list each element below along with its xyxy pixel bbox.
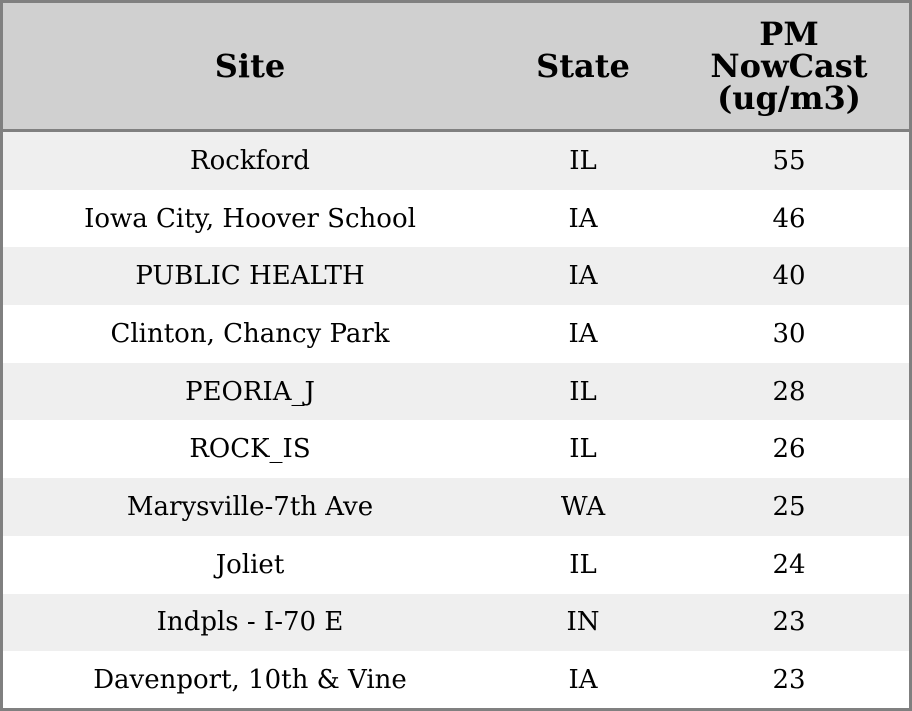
table-row: Davenport, 10th & Vine IA 23 [3,651,909,708]
cell-site: Clinton, Chancy Park [110,318,390,349]
cell-state: IL [569,376,597,407]
cell-pm-nowcast: 24 [772,549,806,580]
cell-pm-nowcast: 55 [772,145,806,176]
table-row: Marysville-7th Ave WA 25 [3,478,909,536]
cell-state: IL [569,145,597,176]
header-pm-line2: NowCast [710,47,868,85]
table-row: Iowa City, Hoover School IA 46 [3,189,909,248]
cell-site: Joliet [215,549,285,580]
cell-state: IA [568,318,598,349]
table-row: Rockford IL 55 [3,132,909,190]
cell-pm-nowcast: 25 [772,491,806,522]
table-header: Site State PM NowCast (ug/m3) [3,3,909,132]
table-body: Rockford IL 55 Iowa City, Hoover School IA 46… [3,132,909,708]
cell-pm-nowcast: 30 [772,318,806,349]
cell-state: IA [568,261,598,292]
cell-site: Rockford [190,145,310,176]
cell-pm-nowcast: 28 [772,376,806,407]
cell-state: IL [569,549,597,580]
cell-state: IN [566,607,600,638]
header-site: Site [214,47,286,85]
header-pm-line1: PM [759,15,819,53]
table-row: PUBLIC HEALTH IA 40 [3,247,909,306]
table-row: Clinton, Chancy Park IA 30 [3,305,909,363]
header-pm-nowcast: PM NowCast (ug/m3) [669,3,909,129]
cell-site: ROCK_IS [189,434,311,465]
table-row: PEORIA_J IL 28 [3,362,909,421]
cell-site: PEORIA_J [185,376,315,407]
cell-site: Davenport, 10th & Vine [93,665,407,696]
cell-state: IA [568,665,598,696]
cell-site: Iowa City, Hoover School [84,203,416,234]
header-state: State [536,47,630,85]
cell-state: IA [568,203,598,234]
table-row: Joliet IL 24 [3,535,909,594]
cell-pm-nowcast: 23 [772,607,806,638]
cell-pm-nowcast: 40 [772,261,806,292]
cell-site: Indpls - I-70 E [156,607,344,638]
cell-state: IL [569,434,597,465]
cell-pm-nowcast: 26 [772,434,806,465]
cell-site: PUBLIC HEALTH [135,261,365,292]
table-row: ROCK_IS IL 26 [3,420,909,479]
cell-site: Marysville-7th Ave [126,491,374,522]
cell-pm-nowcast: 46 [772,203,806,234]
cell-state: WA [560,491,606,522]
cell-pm-nowcast: 23 [772,665,806,696]
table-row: Indpls - I-70 E IN 23 [3,593,909,652]
header-pm-line3: (ug/m3) [717,79,861,117]
